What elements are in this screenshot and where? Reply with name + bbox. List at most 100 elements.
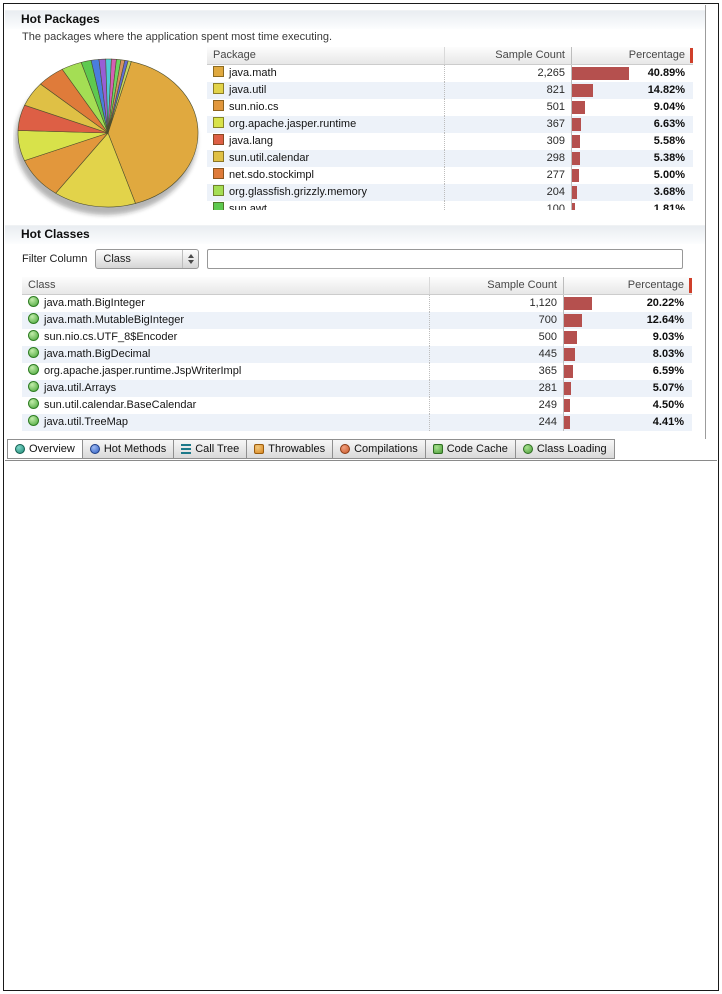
percentage-bar bbox=[572, 152, 580, 165]
percentage-value: 14.82% bbox=[647, 84, 685, 96]
column-header-class[interactable]: Class bbox=[22, 277, 430, 294]
percentage-value: 4.41% bbox=[652, 416, 684, 428]
percentage-value: 5.38% bbox=[653, 152, 685, 164]
percentage-value: 6.59% bbox=[652, 365, 684, 377]
table-row[interactable]: java.math 2,265 40.89% bbox=[207, 65, 693, 82]
sample-count: 367 bbox=[546, 118, 565, 130]
table-row[interactable]: java.util.Arrays 281 5.07% bbox=[22, 380, 692, 397]
percentage-bar bbox=[572, 84, 593, 97]
column-header-package[interactable]: Package bbox=[207, 47, 445, 64]
tab-code-cache[interactable]: Code Cache bbox=[424, 439, 516, 459]
tab-call-tree[interactable]: Call Tree bbox=[173, 439, 248, 459]
filter-column-selected-value: Class bbox=[103, 253, 131, 265]
percentage-value: 1.81% bbox=[653, 203, 685, 210]
percentage-value: 9.03% bbox=[652, 331, 684, 343]
table-row[interactable]: sun.nio.cs.UTF_8$Encoder 500 9.03% bbox=[22, 329, 692, 346]
table-row[interactable]: sun.util.calendar 298 5.38% bbox=[207, 150, 693, 167]
hot-classes-section-header: Hot Classes bbox=[5, 225, 705, 244]
sample-count: 500 bbox=[538, 331, 557, 343]
column-header-percentage[interactable]: Percentage bbox=[563, 277, 692, 294]
percentage-bar bbox=[564, 331, 577, 344]
package-name: sun.nio.cs bbox=[229, 101, 279, 113]
table-row[interactable]: org.glassfish.grizzly.memory 204 3.68% bbox=[207, 184, 693, 201]
class-icon bbox=[28, 398, 39, 409]
filter-column-select[interactable]: Class bbox=[95, 249, 200, 269]
percentage-bar bbox=[572, 203, 575, 210]
percentage-bar bbox=[564, 416, 571, 429]
tab-hot-methods[interactable]: Hot Methods bbox=[81, 439, 175, 459]
table-row[interactable]: java.util 821 14.82% bbox=[207, 82, 693, 99]
tab-label: Compilations bbox=[354, 443, 418, 455]
table-row[interactable]: sun.util.calendar.BaseCalendar 249 4.50% bbox=[22, 397, 692, 414]
tab-label: Code Cache bbox=[446, 443, 508, 455]
pie-slice[interactable] bbox=[55, 132, 136, 208]
class-name: java.math.BigDecimal bbox=[44, 348, 151, 360]
sample-count: 281 bbox=[538, 382, 557, 394]
table-row[interactable]: java.lang 309 5.58% bbox=[207, 133, 693, 150]
sample-count: 100 bbox=[546, 203, 565, 210]
tab-throwables[interactable]: Throwables bbox=[246, 439, 334, 459]
package-name: java.util bbox=[229, 84, 267, 96]
percentage-bar bbox=[564, 399, 571, 412]
table-row[interactable]: java.util.TreeMap 244 4.41% bbox=[22, 414, 692, 431]
sample-count: 244 bbox=[538, 416, 557, 428]
tab-label: Overview bbox=[29, 443, 75, 455]
percentage-bar bbox=[572, 135, 580, 148]
filter-column-label: Filter Column bbox=[22, 253, 88, 265]
package-color-icon bbox=[213, 117, 224, 128]
table-row[interactable]: sun.awt 100 1.81% bbox=[207, 201, 693, 210]
filter-text-input[interactable] bbox=[207, 249, 683, 269]
percentage-value: 5.07% bbox=[652, 382, 684, 394]
table-row[interactable]: java.math.BigDecimal 445 8.03% bbox=[22, 346, 692, 363]
table-row[interactable]: sun.nio.cs 501 9.04% bbox=[207, 99, 693, 116]
package-color-icon bbox=[213, 134, 224, 145]
classes-table-body: java.math.BigInteger 1,120 20.22% java.m… bbox=[22, 295, 692, 431]
class-name: java.util.TreeMap bbox=[44, 416, 128, 428]
overview-icon bbox=[15, 444, 25, 454]
header-resize-mark bbox=[689, 278, 692, 293]
percentage-value: 5.58% bbox=[653, 135, 685, 147]
percentage-bar bbox=[572, 118, 582, 131]
sample-count: 2,265 bbox=[537, 67, 565, 79]
tab-label: Call Tree bbox=[195, 443, 240, 455]
tab-class-loading[interactable]: Class Loading bbox=[514, 439, 615, 459]
table-row[interactable]: java.math.MutableBigInteger 700 12.64% bbox=[22, 312, 692, 329]
hot-packages-pie-chart bbox=[13, 53, 203, 219]
class-name: java.util.Arrays bbox=[44, 382, 117, 394]
table-row[interactable]: org.apache.jasper.runtime.JspWriterImpl … bbox=[22, 363, 692, 380]
package-name: sun.util.calendar bbox=[229, 152, 310, 164]
table-row[interactable]: java.math.BigInteger 1,120 20.22% bbox=[22, 295, 692, 312]
package-name: net.sdo.stockimpl bbox=[229, 169, 314, 181]
class-name: java.math.MutableBigInteger bbox=[44, 314, 185, 326]
column-header-percentage[interactable]: Percentage bbox=[571, 47, 693, 64]
classes-table-header: Class Sample Count Percentage bbox=[22, 277, 692, 295]
classes-table: Class Sample Count Percentage java.math.… bbox=[22, 277, 692, 431]
pie-slice[interactable] bbox=[107, 61, 199, 204]
hot-classes-title: Hot Classes bbox=[21, 227, 90, 241]
table-row[interactable]: net.sdo.stockimpl 277 5.00% bbox=[207, 167, 693, 184]
package-color-icon bbox=[213, 83, 224, 94]
class-icon bbox=[28, 364, 39, 375]
class-icon bbox=[28, 296, 39, 307]
package-name: sun.awt bbox=[229, 203, 267, 210]
pie-slice[interactable] bbox=[107, 60, 132, 134]
package-color-icon bbox=[213, 66, 224, 77]
call-tree-icon bbox=[181, 444, 192, 454]
percentage-value: 9.04% bbox=[653, 101, 685, 113]
column-header-sample-count[interactable]: Sample Count bbox=[495, 49, 565, 61]
percentage-bar bbox=[564, 365, 574, 378]
sample-count: 309 bbox=[546, 135, 565, 147]
compilations-icon bbox=[340, 444, 351, 454]
class-icon bbox=[28, 313, 39, 324]
table-row[interactable]: org.apache.jasper.runtime 367 6.63% bbox=[207, 116, 693, 133]
percentage-value: 5.00% bbox=[653, 169, 685, 181]
column-header-sample-count[interactable]: Sample Count bbox=[487, 279, 557, 291]
header-resize-mark bbox=[690, 48, 693, 63]
tab-compilations[interactable]: Compilations bbox=[332, 439, 426, 459]
tab-overview[interactable]: Overview bbox=[7, 439, 83, 459]
percentage-bar bbox=[572, 169, 579, 182]
percentage-bar bbox=[572, 67, 630, 80]
package-color-icon bbox=[213, 202, 224, 210]
sample-count: 298 bbox=[546, 152, 565, 164]
package-name: java.lang bbox=[229, 135, 274, 147]
